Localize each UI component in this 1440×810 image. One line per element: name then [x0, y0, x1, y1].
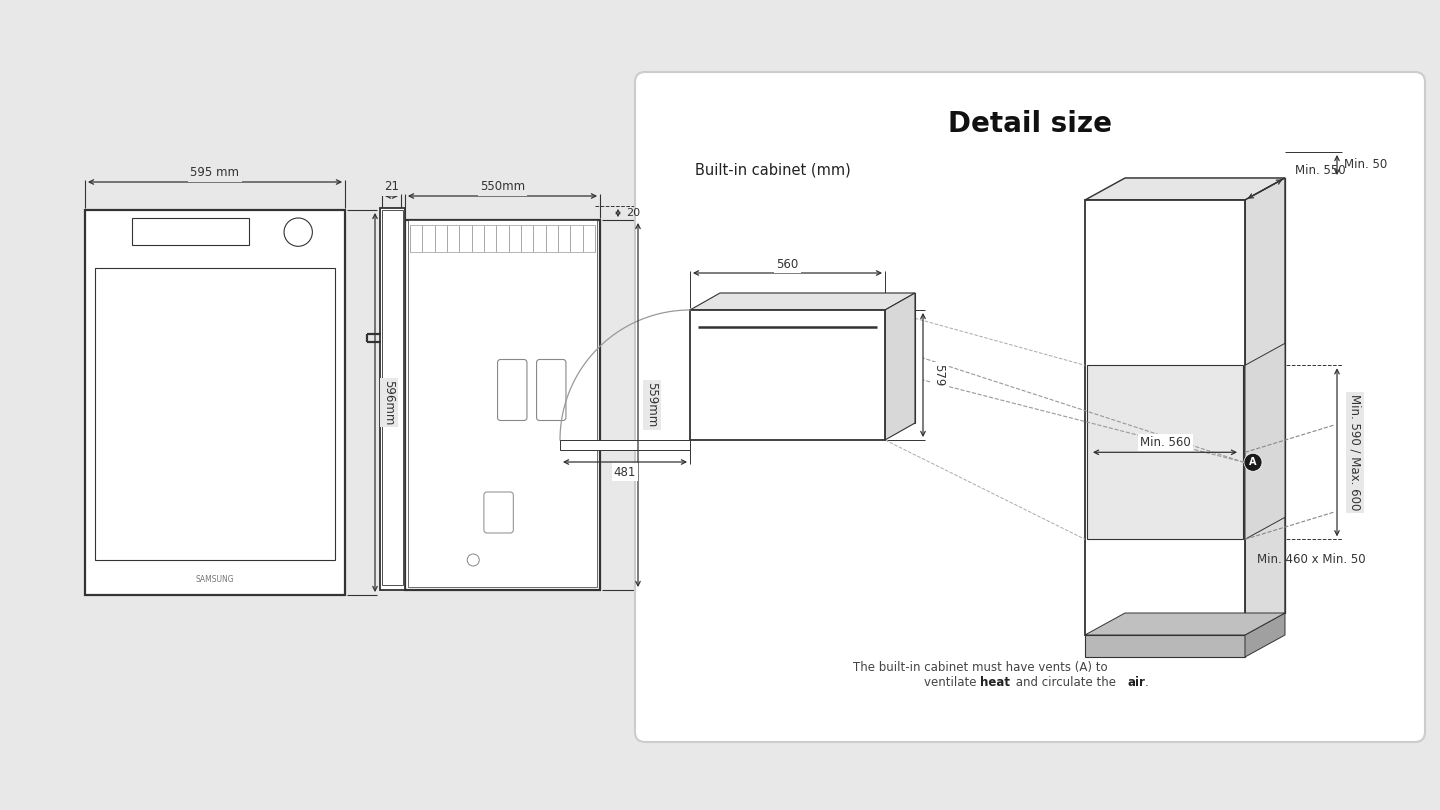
Text: ventilate: ventilate: [923, 676, 981, 688]
Text: .: .: [1145, 676, 1149, 688]
Polygon shape: [1125, 178, 1284, 613]
Text: 595 mm: 595 mm: [190, 167, 239, 180]
Polygon shape: [690, 293, 914, 310]
Text: 20: 20: [626, 208, 641, 218]
Circle shape: [284, 218, 312, 246]
Polygon shape: [1246, 178, 1284, 635]
Polygon shape: [1084, 178, 1284, 200]
Polygon shape: [886, 293, 914, 440]
Text: A: A: [1250, 458, 1257, 467]
Polygon shape: [1084, 200, 1246, 635]
Text: Min. 590 / Max. 600: Min. 590 / Max. 600: [1348, 394, 1361, 510]
Text: 550mm: 550mm: [480, 181, 526, 194]
FancyBboxPatch shape: [484, 492, 513, 533]
Bar: [380, 208, 405, 590]
Text: Min. 50: Min. 50: [1344, 159, 1387, 172]
Text: air: air: [1128, 676, 1146, 688]
Text: Detail size: Detail size: [948, 110, 1112, 138]
Polygon shape: [720, 293, 914, 423]
Text: SAMSUNG: SAMSUNG: [196, 575, 235, 585]
Text: 560: 560: [776, 258, 799, 271]
Text: 21: 21: [384, 181, 399, 194]
FancyBboxPatch shape: [498, 360, 527, 420]
Polygon shape: [1246, 613, 1284, 657]
Text: Built-in cabinet (mm): Built-in cabinet (mm): [696, 163, 851, 177]
Text: Min. 560: Min. 560: [1139, 436, 1191, 449]
Text: 481: 481: [613, 466, 636, 479]
FancyBboxPatch shape: [635, 72, 1426, 742]
Polygon shape: [1084, 613, 1284, 635]
Polygon shape: [1246, 343, 1284, 539]
Text: 559mm: 559mm: [645, 382, 658, 428]
Circle shape: [467, 554, 480, 566]
Polygon shape: [690, 310, 886, 440]
Bar: [132, 218, 249, 245]
Bar: [85, 210, 346, 595]
Bar: [408, 220, 598, 587]
FancyBboxPatch shape: [537, 360, 566, 420]
Polygon shape: [1084, 635, 1246, 657]
Bar: [382, 210, 403, 585]
Circle shape: [1244, 454, 1261, 471]
Text: 596mm: 596mm: [383, 380, 396, 425]
Text: Min. 550: Min. 550: [1295, 164, 1345, 177]
Text: and circulate the: and circulate the: [1012, 676, 1120, 688]
Text: The built-in cabinet must have vents (A) to: The built-in cabinet must have vents (A)…: [852, 662, 1107, 675]
Bar: [405, 220, 600, 590]
Bar: [1087, 365, 1243, 539]
Bar: [410, 225, 595, 252]
Bar: [95, 268, 336, 560]
Bar: [560, 440, 690, 450]
Text: heat: heat: [981, 676, 1009, 688]
Text: Min. 460 x Min. 50: Min. 460 x Min. 50: [1257, 553, 1365, 566]
Text: 579: 579: [933, 364, 946, 386]
